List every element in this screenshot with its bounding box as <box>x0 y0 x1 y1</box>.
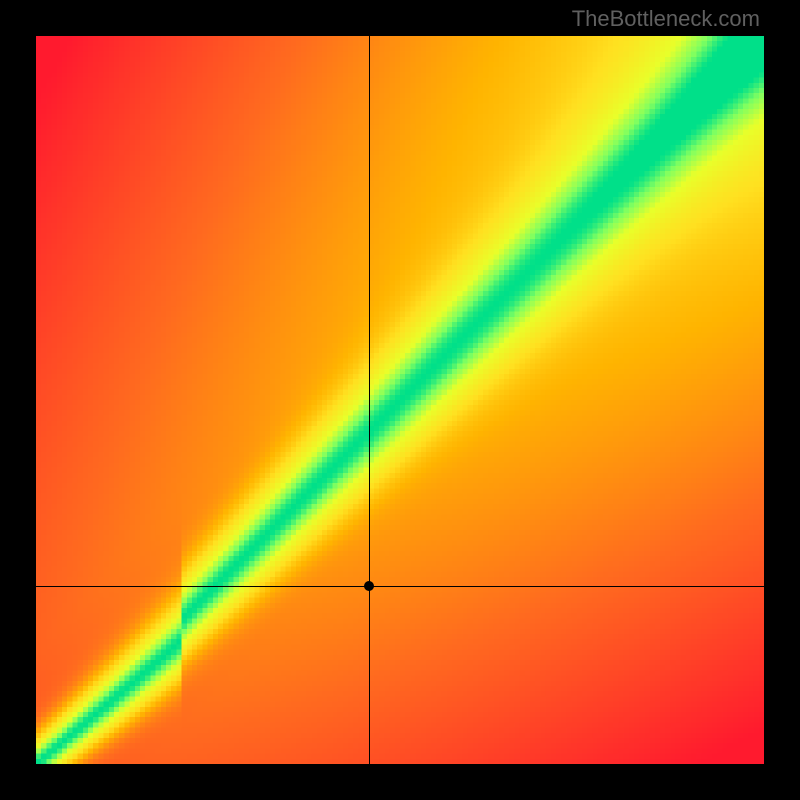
heatmap-plot-area <box>36 36 764 764</box>
crosshair-vertical <box>369 36 370 764</box>
watermark-text: TheBottleneck.com <box>572 6 760 32</box>
crosshair-horizontal <box>36 586 764 587</box>
heatmap-canvas <box>36 36 764 764</box>
crosshair-marker <box>364 581 374 591</box>
